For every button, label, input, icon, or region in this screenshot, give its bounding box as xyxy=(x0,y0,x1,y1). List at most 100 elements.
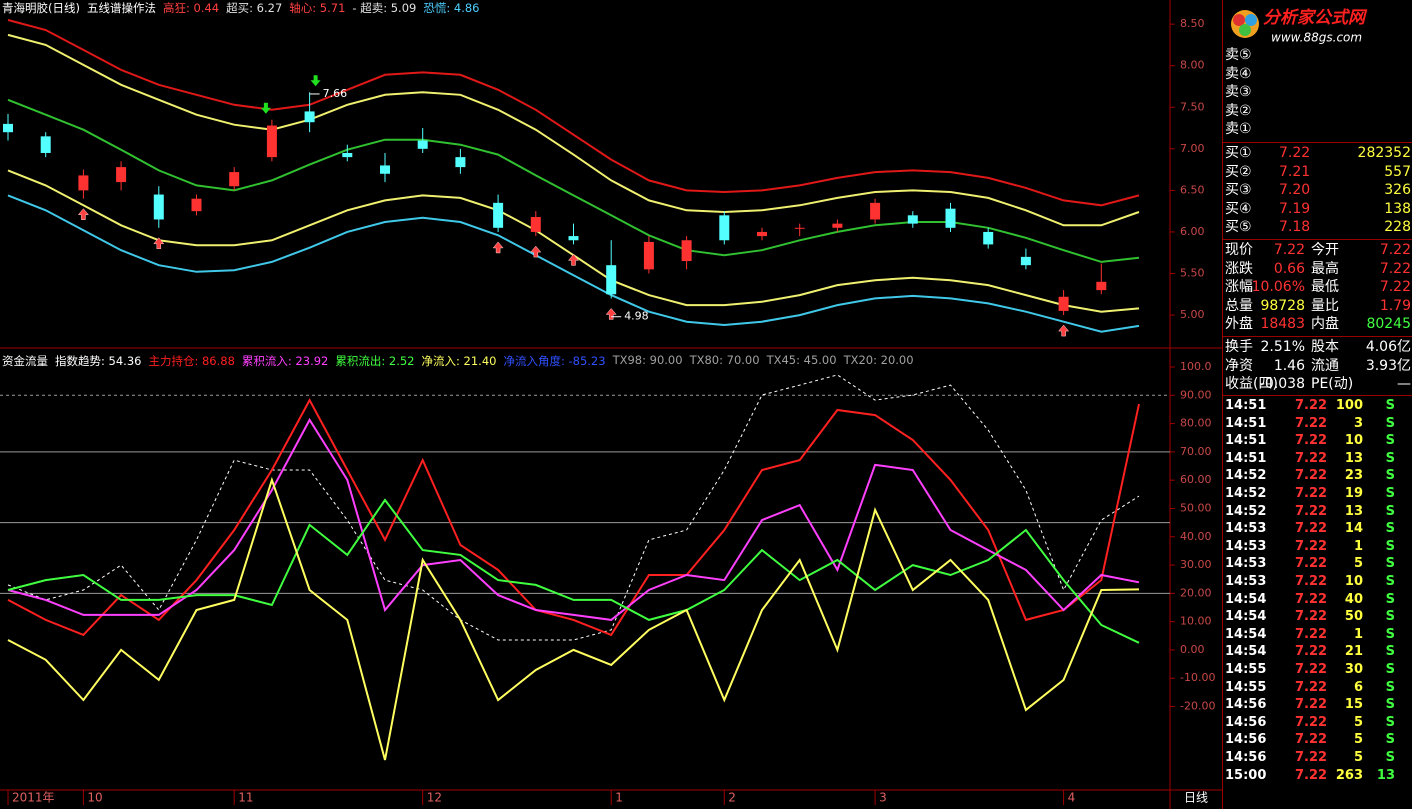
candle-body xyxy=(643,241,654,270)
y-tick-label: 0.00 xyxy=(1180,643,1205,656)
tick-row: 14:53 7.22 14 S xyxy=(1225,520,1412,539)
tick-row: 14:54 7.22 40 S xyxy=(1225,591,1412,610)
x-tick-label: 11 xyxy=(238,791,253,805)
tick-side: S xyxy=(1385,697,1395,713)
tick-side: S xyxy=(1385,626,1395,642)
tick-row: 14:51 7.22 13 S xyxy=(1225,450,1412,469)
tick-volume: 30 xyxy=(1344,662,1363,677)
bid-label: 买③ xyxy=(1225,182,1252,198)
ask-row: 卖① xyxy=(1225,120,1412,139)
tick-price: 7.22 xyxy=(1295,750,1328,765)
info-value: 3.93亿 xyxy=(1365,357,1411,374)
tick-price: 7.22 xyxy=(1295,644,1328,660)
tick-volume: 5 xyxy=(1353,750,1363,765)
tick-side: S xyxy=(1385,503,1395,519)
legend-item: 净流入角度: -85.23 xyxy=(503,354,606,368)
buy-signal xyxy=(567,254,580,266)
tick-price: 7.22 xyxy=(1295,415,1328,431)
period-label: 日线 xyxy=(1184,791,1208,805)
bid-label: 买② xyxy=(1225,163,1252,180)
tick-side: S xyxy=(1385,433,1395,449)
tick-volume: 15 xyxy=(1344,697,1363,713)
tick-price: 7.22 xyxy=(1295,609,1328,625)
tick-time: 14:56 xyxy=(1225,714,1267,730)
info-label: 股本 xyxy=(1311,339,1339,355)
candle-body xyxy=(153,194,164,220)
bid-volume: 557 xyxy=(1384,163,1411,180)
tick-time: 14:51 xyxy=(1225,415,1267,431)
buy-signal xyxy=(530,245,542,258)
tick-row: 14:51 7.22 100 S xyxy=(1225,397,1412,416)
stat-value: 80245 xyxy=(1366,316,1411,332)
ask-label: 卖② xyxy=(1225,102,1252,119)
bid-price: 7.21 xyxy=(1279,163,1311,180)
candle-body xyxy=(380,165,390,174)
tick-row: 14:56 7.22 5 S xyxy=(1225,749,1412,768)
x-tick-label: 12 xyxy=(427,791,442,805)
bid-row: 买③ 7.20 326 xyxy=(1225,181,1412,200)
tick-row: 14:52 7.22 23 S xyxy=(1225,467,1412,486)
tick-volume: 14 xyxy=(1344,521,1363,537)
tick-price: 7.22 xyxy=(1295,732,1328,748)
legend-item: 指数趋势: 54.36 xyxy=(55,354,142,368)
y-tick-label: 5.00 xyxy=(1180,308,1205,321)
stat-label: 量比 xyxy=(1311,297,1339,314)
tick-row: 14:56 7.22 5 S xyxy=(1225,714,1412,733)
bid-price: 7.19 xyxy=(1279,200,1311,217)
annotation: 7.66 xyxy=(323,87,348,100)
candle-body xyxy=(681,240,692,262)
tick-volume: 5 xyxy=(1353,714,1363,730)
legend-item: 累积流入: 23.92 xyxy=(241,354,329,368)
bid-volume: 228 xyxy=(1384,219,1411,235)
stat-value: 0.66 xyxy=(1273,260,1305,277)
candle-body xyxy=(304,111,315,123)
y-tick-label: 80.00 xyxy=(1180,417,1212,430)
logo-icon xyxy=(1245,14,1257,26)
tick-price: 7.22 xyxy=(1295,591,1328,607)
tick-side: S xyxy=(1385,398,1395,413)
tick-side: S xyxy=(1385,662,1395,677)
tick-price: 7.22 xyxy=(1295,521,1328,537)
tick-row: 14:53 7.22 5 S xyxy=(1225,555,1412,574)
bid-label: 买⑤ xyxy=(1225,219,1252,235)
candle-body xyxy=(983,231,994,245)
header-item: 恐慌: 4.86 xyxy=(423,1,480,15)
stat-row: 涨跌 0.66 最高 7.22 xyxy=(1225,260,1412,279)
ask-label: 卖③ xyxy=(1225,84,1252,100)
stat-value: 7.22 xyxy=(1379,260,1411,277)
tick-time: 14:51 xyxy=(1225,433,1267,449)
tick-side: S xyxy=(1385,714,1395,730)
stat-row: 外盘 18483 内盘 80245 xyxy=(1225,315,1412,334)
tick-price: 7.22 xyxy=(1295,697,1328,713)
candle-body xyxy=(1020,256,1031,266)
tick-volume: 21 xyxy=(1344,644,1363,660)
tick-price: 7.22 xyxy=(1295,574,1328,589)
annotation: 4.98 xyxy=(624,310,649,323)
x-tick-label: 4 xyxy=(1068,791,1076,805)
ask-row: 卖④ xyxy=(1225,65,1412,84)
header-item: 高狂: 0.44 xyxy=(162,1,220,15)
legend-item: TX80: 70.00 xyxy=(689,353,760,367)
y-tick-label: 50.00 xyxy=(1180,501,1212,514)
candle-body xyxy=(794,227,805,229)
y-tick-label: 8.00 xyxy=(1180,59,1205,72)
y-tick-label: -10.00 xyxy=(1180,671,1215,684)
x-tick-label: 2011年 xyxy=(12,791,55,805)
candle-body xyxy=(40,136,51,153)
legend-item: TX20: 20.00 xyxy=(843,353,914,367)
tick-price: 7.22 xyxy=(1295,486,1328,501)
tick-volume: 6 xyxy=(1353,679,1363,695)
tick-volume: 5 xyxy=(1353,556,1363,572)
bid-volume: 138 xyxy=(1384,200,1411,217)
candle-body xyxy=(530,216,541,232)
stat-value: 18483 xyxy=(1260,316,1305,332)
tick-price: 7.22 xyxy=(1295,433,1328,449)
stat-label: 最低 xyxy=(1311,279,1339,295)
y-tick-label: 70.00 xyxy=(1180,445,1212,458)
tick-row: 14:54 7.22 21 S xyxy=(1225,643,1412,662)
stat-value: 1.79 xyxy=(1379,297,1411,314)
y-tick-label: 40.00 xyxy=(1180,530,1212,543)
tick-volume: 40 xyxy=(1344,591,1363,607)
stat-value: 7.22 xyxy=(1273,242,1305,258)
